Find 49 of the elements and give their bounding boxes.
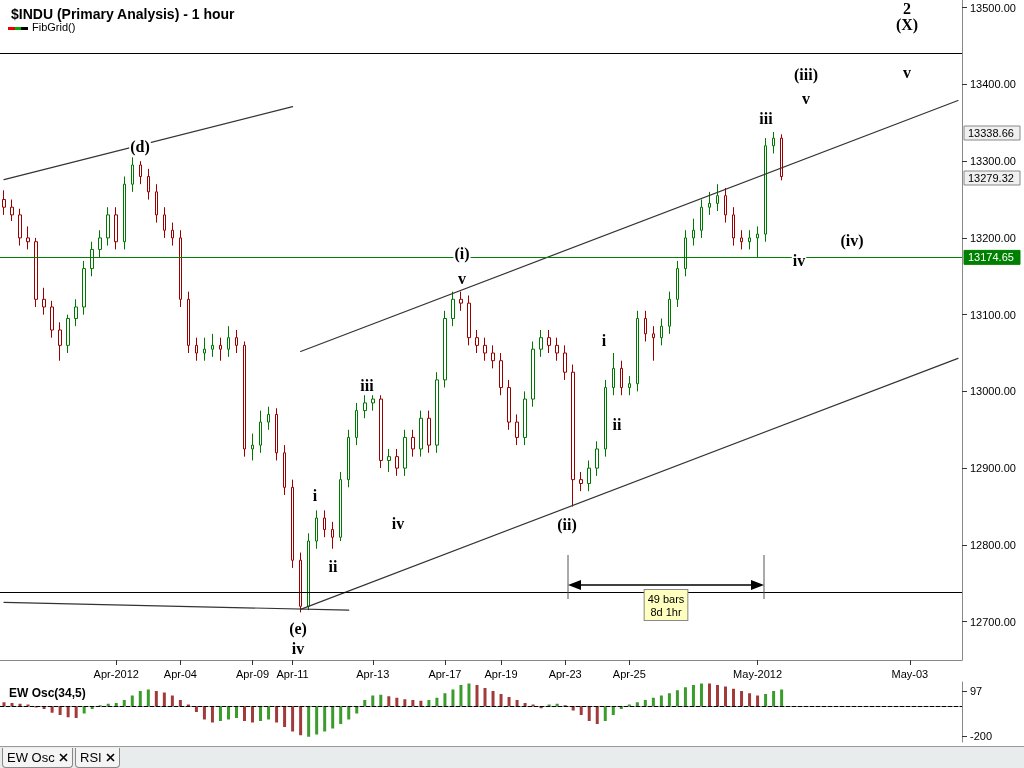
x-tick-label: Apr-25: [612, 667, 646, 680]
x-tick-label: Apr-11: [276, 667, 309, 680]
y-tick-label: 97: [970, 685, 983, 698]
annotation: 49 bars 8d 1hr: [647, 592, 685, 618]
annotation: i: [601, 331, 607, 349]
x-tick-label: Apr-19: [484, 667, 518, 680]
annotation: FibGrid(): [32, 21, 76, 33]
annotation: (X): [895, 15, 919, 34]
annotation: v: [903, 63, 911, 81]
x-tick-label: May-2012: [733, 667, 783, 680]
x-tick-label: Apr-13: [356, 667, 390, 680]
annotation: iii: [360, 376, 375, 394]
text: 13279.32: [968, 172, 1014, 184]
y-tick-label: 13400.00: [970, 78, 1016, 91]
annotation: (e): [289, 619, 307, 638]
y-tick-label: 13100.00: [970, 308, 1016, 321]
x-tick-label: May-03: [891, 667, 929, 680]
ref-line-label: 13174.65: [968, 251, 1014, 264]
x-tick-label: Apr-23: [548, 667, 582, 680]
annotation: iii: [759, 109, 774, 127]
annotation: ii: [328, 557, 338, 575]
annotation: (iii): [794, 65, 818, 84]
y-tick-label: 12900.00: [970, 462, 1016, 475]
annotation: v: [458, 269, 466, 287]
y-tick-label: 12700.00: [970, 615, 1016, 628]
y-tick-label: -200: [970, 730, 993, 742]
annotation: i: [312, 486, 318, 504]
annotation: ii: [612, 415, 622, 433]
x-tick-label: Apr-09: [236, 667, 270, 680]
x-tick-label: Apr-04: [163, 667, 197, 680]
x-tick-label: Apr-2012: [93, 667, 139, 680]
annotation: iv: [291, 639, 305, 657]
annotation: (iv): [840, 231, 864, 250]
chart-title: $INDU (Primary Analysis) - 1 hour: [11, 6, 236, 22]
text: 13338.66: [968, 127, 1014, 139]
y-tick-label: 13200.00: [970, 231, 1016, 244]
annotation: iv: [391, 514, 405, 532]
annotation: 2: [903, 0, 911, 17]
annotation: (ii): [557, 515, 577, 534]
annotation: (d): [130, 137, 150, 156]
y-tick-label: 12800.00: [970, 538, 1016, 551]
y-tick-label: 13300.00: [970, 155, 1016, 168]
x-tick-label: Apr-17: [428, 667, 462, 680]
chart-title: EW Osc(34,5): [9, 686, 86, 700]
annotation: (i): [454, 244, 470, 263]
annotation: v: [802, 89, 810, 107]
annotation: iv: [792, 251, 806, 269]
y-tick-label: 13000.00: [970, 385, 1016, 398]
y-tick-label: 13500.00: [970, 1, 1016, 14]
